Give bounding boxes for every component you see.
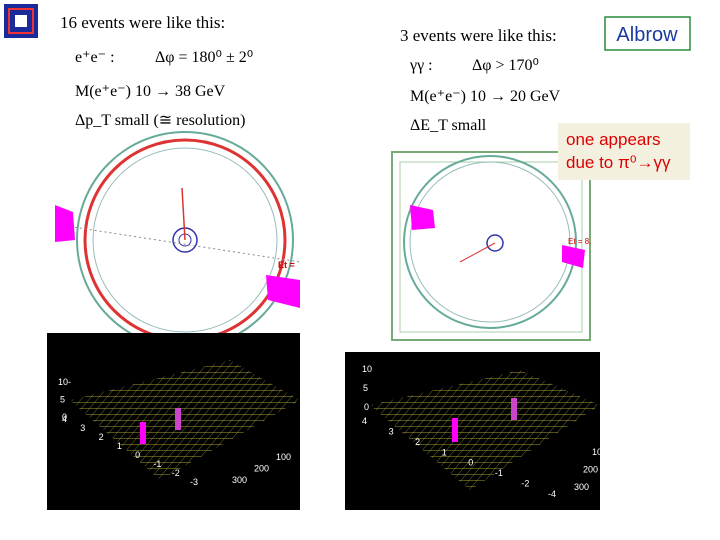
tick-label: 100 <box>592 447 607 457</box>
event-label: Et = <box>278 260 295 270</box>
tick-label: 200 <box>254 464 269 474</box>
tick-label: 0 <box>468 458 473 468</box>
tick-label: -2 <box>172 468 180 478</box>
tick-label: 200 <box>583 465 598 475</box>
lego-tower <box>452 418 458 442</box>
tick-label: 10- <box>58 377 71 387</box>
formula: Δp_T small (≅ resolution) <box>75 112 246 129</box>
tick-label: 5 <box>60 395 65 405</box>
formula: ΔE_T small <box>410 117 487 134</box>
tick-label: 1 <box>442 447 447 457</box>
formula: Δφ > 170⁰ <box>472 57 539 74</box>
author: Albrow <box>616 24 678 46</box>
tick-label: 0 <box>62 412 67 422</box>
lego-tower <box>175 408 181 430</box>
lego-tower <box>140 422 146 444</box>
event-display: Et = 8. <box>391 151 591 341</box>
tick-label: 100 <box>276 452 291 462</box>
event-display: Et = <box>55 131 301 349</box>
tick-label: 3 <box>389 426 394 436</box>
lego-tower <box>511 398 517 420</box>
tick-label: 4 <box>362 416 367 426</box>
author-box <box>604 16 691 51</box>
note: due to π⁰→γγ <box>566 153 671 172</box>
note-box <box>558 123 690 180</box>
tick-label: -1 <box>495 468 503 478</box>
tick-label: 300 <box>574 482 589 492</box>
logo <box>4 4 38 38</box>
tick-label: -3 <box>190 477 198 487</box>
tick-label: -2 <box>521 479 529 489</box>
heading: 16 events were like this: <box>60 13 225 32</box>
tick-label: 5 <box>363 383 368 393</box>
tick-label: 2 <box>99 432 104 442</box>
formula: Δφ = 180⁰ ± 2⁰ <box>155 49 253 66</box>
note: one appears <box>566 130 661 149</box>
tick-label: 1 <box>117 441 122 451</box>
tick-label: 4 <box>62 414 67 424</box>
tick-label: -4 <box>548 489 556 499</box>
heading: 3 events were like this: <box>400 26 557 45</box>
tick-label: 300 <box>232 475 247 485</box>
tick-label: 3 <box>80 423 85 433</box>
lego-grid <box>370 370 600 490</box>
tick-label: 2 <box>415 437 420 447</box>
tick-label: 0 <box>135 450 140 460</box>
tick-label: -1 <box>153 459 161 469</box>
formula: γγ : <box>409 57 433 74</box>
formula: M(e⁺e⁻) 10 → 20 GeV <box>410 88 561 105</box>
formula: e⁺e⁻ : <box>75 49 115 66</box>
event-label: Et = 8. <box>568 237 591 246</box>
tick-label: 0 <box>364 402 369 412</box>
lego-grid <box>70 360 300 480</box>
tick-label: 10 <box>362 364 372 374</box>
formula: M(e⁺e⁻) 10 → 38 GeV <box>75 83 226 100</box>
